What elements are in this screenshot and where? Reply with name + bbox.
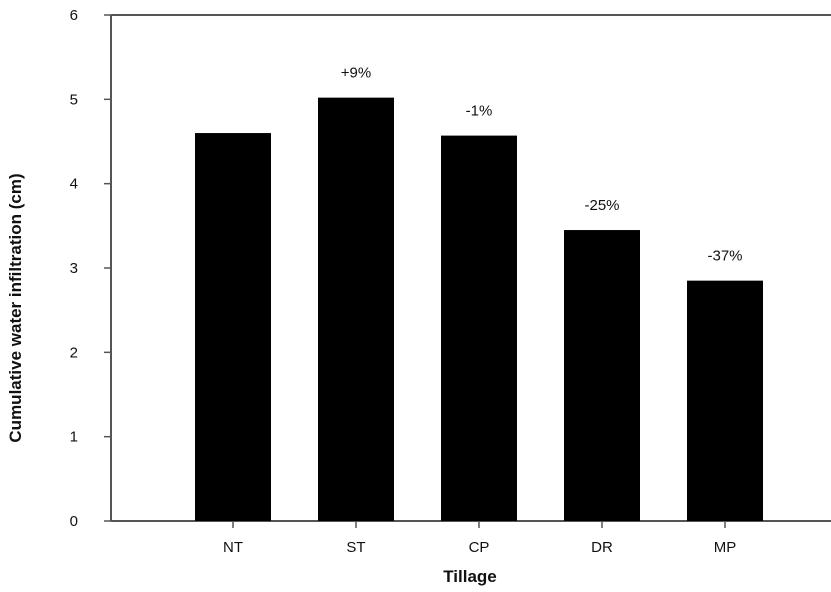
bar	[564, 230, 640, 522]
bar-data-label: +9%	[341, 65, 371, 82]
bar	[195, 133, 271, 522]
bar	[687, 280, 763, 521]
x-axis-title: Tillage	[443, 567, 497, 586]
y-tick-label: 0	[70, 513, 78, 530]
x-tick-label: NT	[223, 539, 243, 556]
y-tick-label: 4	[70, 176, 78, 193]
y-tick-label: 3	[70, 260, 78, 277]
bar	[318, 97, 394, 521]
y-tick-label: 6	[70, 7, 78, 24]
bar-data-label: -1%	[466, 103, 493, 120]
y-axis-title: Cumulative water infiltration (cm)	[6, 173, 25, 442]
y-tick-label: 2	[70, 344, 78, 361]
x-tick-label: DR	[591, 539, 613, 556]
y-tick-label: 5	[70, 91, 78, 108]
bar-data-label: -25%	[584, 197, 619, 214]
bar-data-label: -37%	[707, 248, 742, 265]
bar	[441, 135, 517, 521]
x-tick-label: CP	[469, 539, 490, 556]
x-tick-label: ST	[346, 539, 365, 556]
plot-area: 0 1 2 3 4 5 6 NT ST +9% CP -1% DR -25% MP -37%	[70, 7, 831, 556]
y-tick-label: 1	[70, 429, 78, 446]
x-tick-label: MP	[714, 539, 737, 556]
